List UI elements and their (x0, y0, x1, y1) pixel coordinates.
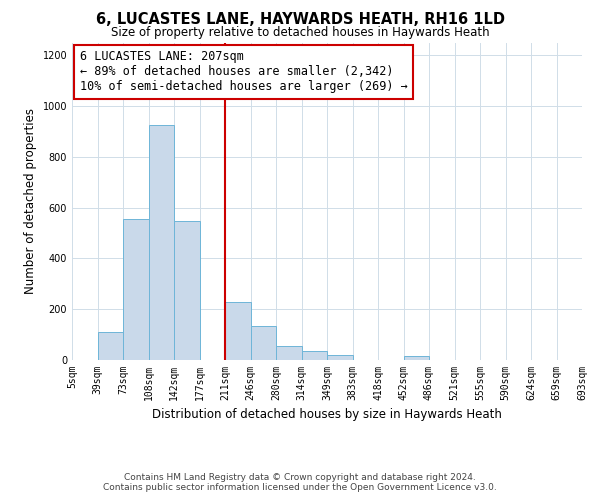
Text: 6 LUCASTES LANE: 207sqm
← 89% of detached houses are smaller (2,342)
10% of semi: 6 LUCASTES LANE: 207sqm ← 89% of detache… (80, 50, 407, 94)
Bar (123, 219, 149, 360)
Bar (225, 302, 251, 360)
Bar (97, 332, 123, 360)
Bar (327, 356, 353, 360)
Text: Contains HM Land Registry data © Crown copyright and database right 2024.
Contai: Contains HM Land Registry data © Crown c… (103, 473, 497, 492)
Y-axis label: Number of detached properties: Number of detached properties (24, 108, 37, 294)
Text: Size of property relative to detached houses in Haywards Heath: Size of property relative to detached ho… (110, 26, 490, 39)
X-axis label: Distribution of detached houses by size in Haywards Heath: Distribution of detached houses by size … (152, 408, 502, 422)
Bar (302, 351, 327, 360)
Bar (404, 356, 429, 360)
Bar (174, 221, 199, 360)
Bar (251, 326, 276, 360)
Bar (276, 346, 302, 360)
Text: 6, LUCASTES LANE, HAYWARDS HEATH, RH16 1LD: 6, LUCASTES LANE, HAYWARDS HEATH, RH16 1… (95, 12, 505, 28)
Bar (149, 125, 174, 360)
